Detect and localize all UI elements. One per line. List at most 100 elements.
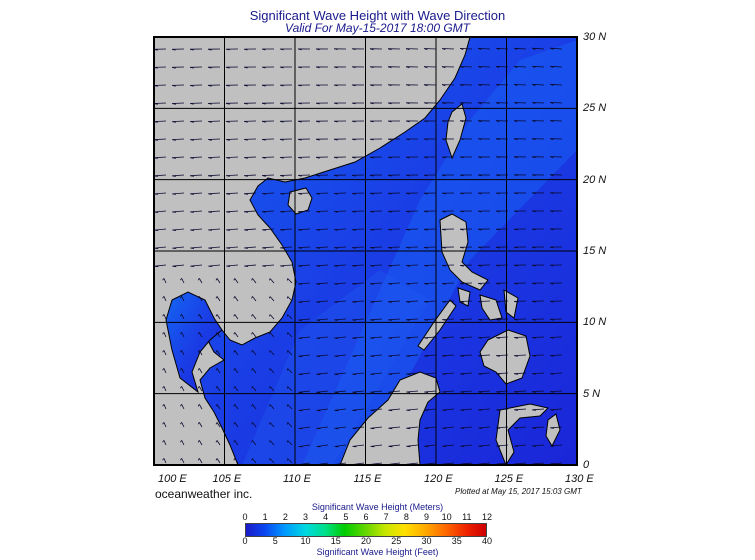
wave-arrow (180, 386, 185, 392)
wave-arrow (531, 138, 545, 141)
wave-arrow (370, 444, 383, 448)
wave-arrow (208, 174, 221, 177)
wave-arrow (243, 84, 257, 87)
wave-arrow (315, 102, 329, 105)
wave-arrow (460, 390, 473, 393)
wave-arrow (197, 386, 203, 392)
wave-arrow (459, 192, 473, 195)
wave-arrow (334, 336, 347, 339)
wave-arrow (226, 156, 239, 159)
wave-arrow (424, 264, 437, 267)
wave-arrow (352, 372, 365, 375)
wave-arrow (532, 354, 545, 357)
wave-arrow (405, 174, 419, 177)
colorbar-meter-tick: 10 (441, 512, 452, 522)
wave-arrow (531, 102, 545, 104)
wave-arrow (279, 156, 293, 159)
wave-arrow (477, 264, 491, 267)
wave-arrow (251, 350, 257, 356)
colorbar-meter-tick: 1 (262, 512, 268, 522)
wave-arrow (423, 102, 437, 105)
wave-arrow (405, 246, 419, 249)
wave-arrow (514, 372, 527, 375)
wave-arrow (172, 138, 185, 141)
wave-arrow (442, 426, 455, 429)
wave-arrow (190, 192, 203, 195)
wave-arrow (369, 48, 383, 51)
wave-arrow (352, 408, 365, 412)
wave-arrow (279, 138, 293, 141)
land-hainan (287, 187, 313, 215)
wave-arrow (496, 426, 509, 429)
wave-arrow (269, 368, 275, 374)
wave-arrow (531, 84, 545, 86)
wave-arrow (261, 48, 274, 51)
colorbar-meter-tick: 7 (383, 512, 389, 522)
wave-arrow (369, 66, 383, 69)
wave-arrow (423, 66, 437, 69)
wave-arrow (180, 422, 185, 428)
chart-title: Significant Wave Height with Wave Direct… (249, 8, 506, 23)
wave-arrow (269, 386, 275, 392)
wave-arrow (441, 66, 455, 69)
wave-arrow (459, 264, 473, 267)
land-asia-mainland (154, 37, 471, 465)
colorbar-feet-tick: 35 (451, 536, 462, 546)
wave-arrow (424, 336, 437, 339)
wave-arrow (513, 210, 526, 213)
wave-arrow (244, 138, 257, 141)
wave-arrow (190, 228, 203, 231)
wave-arrow (279, 84, 293, 87)
wave-arrow (233, 422, 239, 428)
wave-arrow (406, 300, 419, 303)
wave-arrow (262, 228, 275, 231)
wave-arrow (477, 120, 491, 123)
wave-arrow (297, 66, 310, 69)
wave-arrow (424, 354, 437, 357)
wave-arrow (172, 120, 185, 123)
wave-arrow (370, 390, 383, 394)
wave-arrow (233, 314, 239, 320)
wave-arrow (532, 444, 545, 447)
wave-arrow (513, 228, 527, 231)
wave-arrow (315, 84, 328, 87)
wave-arrow (496, 408, 509, 411)
wave-arrow (550, 444, 563, 447)
wave-arrow (251, 386, 257, 392)
wave-arrow (334, 354, 347, 357)
wave-arrow (441, 102, 455, 105)
wave-arrow (495, 84, 509, 86)
wave-arrow (215, 368, 221, 374)
wave-arrow (478, 372, 491, 375)
wave-arrow (244, 156, 257, 159)
wave-arrow (387, 192, 401, 195)
wave-arrow (298, 408, 311, 412)
wave-arrow (406, 390, 419, 393)
wave-arrow (298, 426, 311, 430)
wave-arrow (261, 66, 275, 69)
wave-arrow (405, 156, 419, 159)
wave-arrow (215, 278, 221, 284)
wave-arrow (424, 282, 437, 285)
wave-arrow (405, 210, 419, 213)
longitude-label: 125 E (494, 473, 524, 485)
wave-arrow (352, 228, 365, 231)
wave-arrow (172, 264, 185, 268)
wave-arrow (513, 282, 527, 285)
wave-arrow (495, 138, 509, 141)
wave-arrow (549, 210, 563, 213)
wave-arrow (261, 138, 275, 141)
wave-arrow (251, 296, 257, 302)
wave-arrow (442, 282, 455, 285)
wave-arrow (162, 350, 167, 356)
wave-arrow (298, 264, 311, 267)
wave-arrow (244, 264, 257, 267)
wave-arrow (225, 102, 239, 105)
wave-arrow (226, 210, 239, 213)
wave-arrow (334, 300, 347, 303)
wave-arrow (190, 264, 203, 267)
wave-arrow (441, 192, 455, 195)
wave-arrow (532, 372, 545, 375)
wave-arrow (226, 174, 239, 177)
wave-arrow (477, 66, 491, 68)
